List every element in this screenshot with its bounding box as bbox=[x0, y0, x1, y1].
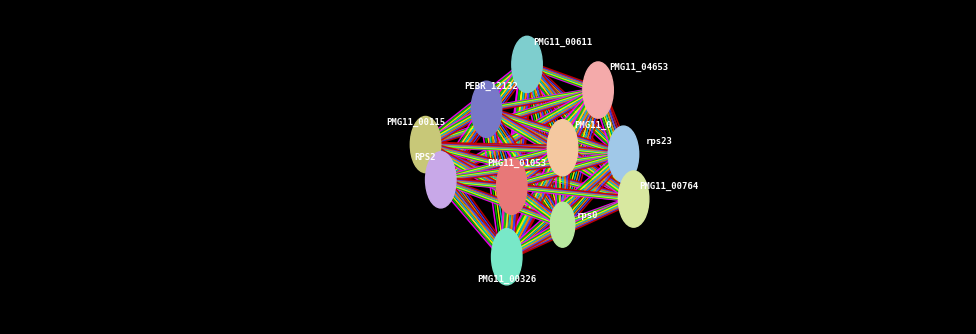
Ellipse shape bbox=[497, 158, 527, 214]
Text: PMG11_00611: PMG11_00611 bbox=[533, 37, 592, 46]
Ellipse shape bbox=[548, 120, 578, 176]
Ellipse shape bbox=[608, 126, 638, 182]
Ellipse shape bbox=[492, 229, 522, 285]
Text: PMG11_00115: PMG11_00115 bbox=[386, 118, 445, 127]
Ellipse shape bbox=[550, 202, 575, 247]
Ellipse shape bbox=[583, 62, 613, 118]
Ellipse shape bbox=[471, 81, 502, 137]
Ellipse shape bbox=[410, 117, 441, 173]
Text: rps0: rps0 bbox=[577, 211, 598, 219]
Text: rps23: rps23 bbox=[645, 137, 672, 146]
Text: RPS2: RPS2 bbox=[415, 153, 436, 162]
Ellipse shape bbox=[619, 171, 649, 227]
Ellipse shape bbox=[511, 36, 543, 93]
Ellipse shape bbox=[426, 152, 456, 208]
Text: PMG11_01053: PMG11_01053 bbox=[487, 159, 547, 168]
Text: PEBR_12132: PEBR_12132 bbox=[465, 82, 518, 92]
Text: PMG11_00764: PMG11_00764 bbox=[639, 182, 699, 191]
Text: PMG11_00326: PMG11_00326 bbox=[477, 275, 536, 284]
Text: PMG11_04653: PMG11_04653 bbox=[609, 63, 669, 72]
Text: PMG11_0: PMG11_0 bbox=[574, 121, 612, 130]
